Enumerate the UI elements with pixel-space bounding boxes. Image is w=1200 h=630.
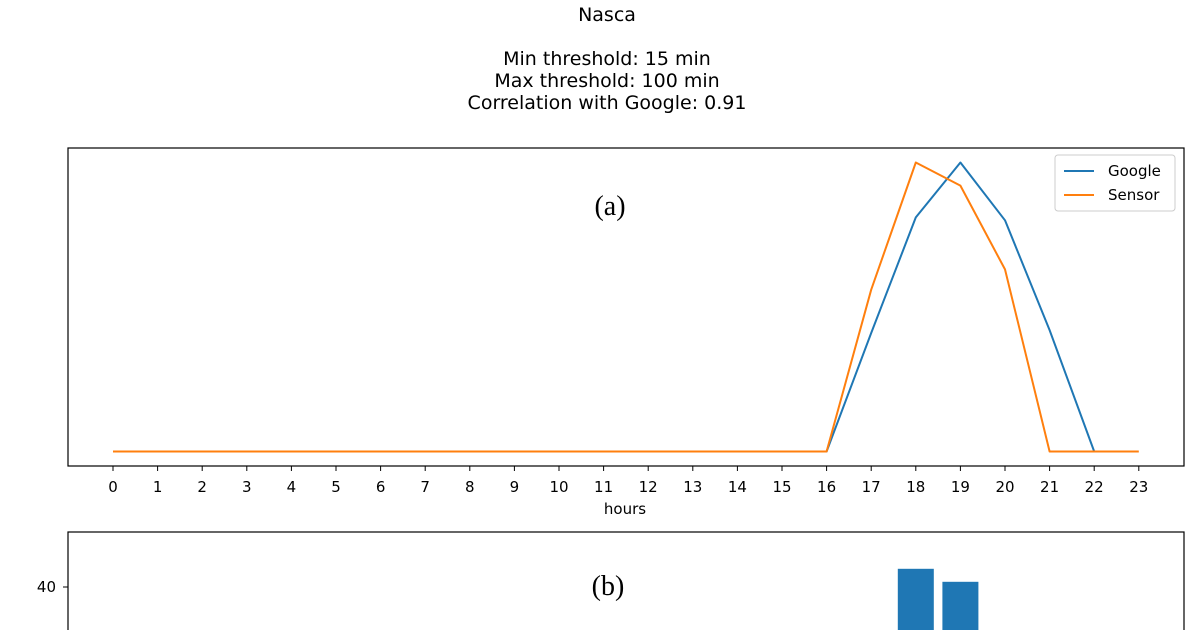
legend-box <box>1054 154 1176 212</box>
x-tick-label-23: 23 <box>1129 478 1148 496</box>
x-tick-label-4: 4 <box>287 478 297 496</box>
x-tick-label-8: 8 <box>465 478 475 496</box>
panel-b-y-tick-label-40: 40 <box>37 578 56 596</box>
x-tick-label-5: 5 <box>331 478 341 496</box>
x-tick-label-22: 22 <box>1085 478 1104 496</box>
panel-b-bars <box>897 568 979 630</box>
x-tick-label-9: 9 <box>510 478 520 496</box>
x-tick-label-13: 13 <box>683 478 702 496</box>
x-tick-label-18: 18 <box>906 478 925 496</box>
legend-label-sensor: Sensor <box>1108 186 1160 204</box>
x-tick-label-0: 0 <box>108 478 118 496</box>
panel-a-label: (a) <box>594 191 625 222</box>
legend-label-google: Google <box>1108 162 1161 180</box>
title-line-2: Min threshold: 15 min <box>503 48 711 70</box>
x-tick-label-2: 2 <box>197 478 207 496</box>
x-tick-label-20: 20 <box>995 478 1014 496</box>
panel-b-label: (b) <box>592 571 625 602</box>
x-tick-label-17: 17 <box>862 478 881 496</box>
x-tick-label-3: 3 <box>242 478 252 496</box>
panel-a-x-ticks: 0 1 2 3 4 5 6 7 8 9 10 11 12 13 14 15 16 17 18 19 20 21 22 23 <box>108 466 1148 496</box>
panel-b-plot-frame <box>67 531 1185 630</box>
x-tick-label-15: 15 <box>772 478 791 496</box>
title-line-4: Correlation with Google: 0.91 <box>468 92 747 114</box>
x-tick-label-10: 10 <box>549 478 568 496</box>
bar-hour-18 <box>897 568 934 630</box>
panel-a-x-axis-label: hours <box>604 500 646 518</box>
x-tick-label-11: 11 <box>594 478 613 496</box>
x-tick-label-14: 14 <box>728 478 747 496</box>
legend: Google Sensor <box>1054 154 1176 212</box>
series-line-sensor <box>113 161 1139 453</box>
panel-a-line-chart: 0 1 2 3 4 5 6 7 8 9 10 11 12 13 14 15 16 17 18 19 20 21 22 23 h… <box>67 147 1185 518</box>
x-tick-label-1: 1 <box>153 478 163 496</box>
x-tick-label-19: 19 <box>951 478 970 496</box>
x-tick-label-6: 6 <box>376 478 386 496</box>
title-line-3: Max threshold: 100 min <box>494 70 719 92</box>
bar-hour-19 <box>942 581 979 630</box>
title-line-0: Nasca <box>578 4 636 26</box>
panel-a-series-lines <box>113 161 1139 453</box>
x-tick-label-21: 21 <box>1040 478 1059 496</box>
x-tick-label-12: 12 <box>639 478 658 496</box>
x-tick-label-16: 16 <box>817 478 836 496</box>
panel-b-bar-chart: 40 (b) <box>37 531 1185 630</box>
x-tick-label-7: 7 <box>420 478 430 496</box>
panel-a-plot-frame <box>67 147 1185 467</box>
